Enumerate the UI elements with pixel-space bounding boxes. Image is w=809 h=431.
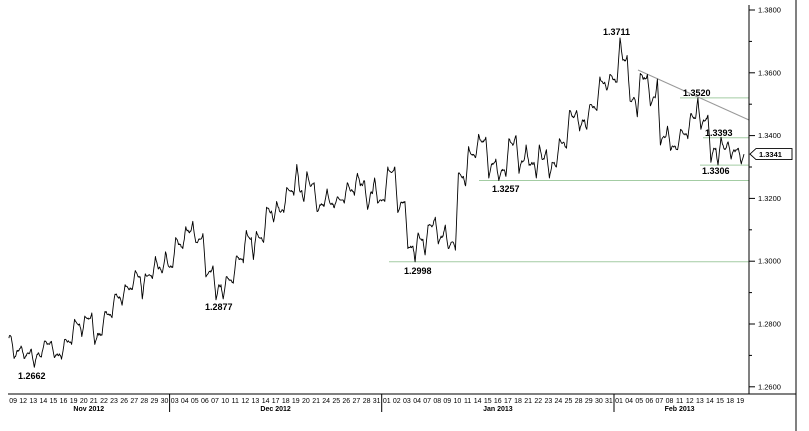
x-day-label: 30 [161,398,169,405]
x-day-label: 18 [726,398,734,405]
x-day-label: 22 [534,398,542,405]
x-day-label: 28 [363,398,371,405]
x-day-label: 11 [464,398,471,405]
annotation-1.2998: 1.2998 [404,266,432,276]
x-day-label: 14 [262,398,270,405]
x-day-label: 02 [393,398,401,405]
x-day-label: 07 [656,398,664,405]
y-axis-label-1.3000: 1.3000 [758,257,781,266]
x-day-label: 23 [545,398,553,405]
current-price-text: 1.3341 [759,150,782,159]
x-month-label-feb-2013: Feb 2013 [665,406,695,413]
x-day-label: 14 [40,398,48,405]
x-day-label: 20 [80,398,88,405]
x-day-label: 01 [383,398,391,405]
x-day-label: 30 [595,398,603,405]
x-day-label: 29 [585,398,593,405]
x-day-label: 05 [635,398,643,405]
y-axis-label-1.3800: 1.3800 [758,6,781,15]
x-day-label: 27 [130,398,138,405]
x-day-label: 28 [140,398,148,405]
x-day-label: 12 [19,398,27,405]
annotation-1.3520: 1.3520 [683,88,711,98]
x-day-label: 10 [454,398,462,405]
x-day-label: 19 [70,398,78,405]
x-day-label: 04 [181,398,189,405]
x-day-label: 24 [322,398,330,405]
annotation-1.3306: 1.3306 [702,166,730,176]
x-day-label: 29 [151,398,159,405]
x-day-label: 08 [666,398,674,405]
x-day-label: 04 [413,398,421,405]
x-day-label: 03 [403,398,411,405]
x-day-label: 28 [575,398,583,405]
y-axis-label-1.2800: 1.2800 [758,320,781,329]
x-day-label: 09 [9,398,17,405]
x-day-label: 14 [474,398,482,405]
annotation-1.2662: 1.2662 [18,371,46,381]
x-day-label: 14 [706,398,714,405]
x-day-label: 07 [423,398,431,405]
x-day-label: 21 [524,398,532,405]
x-day-label: 11 [676,398,683,405]
x-day-label: 06 [201,398,209,405]
x-day-label: 25 [565,398,573,405]
x-day-label: 27 [353,398,361,405]
annotation-1.3393: 1.3393 [705,128,733,138]
x-day-label: 13 [29,398,37,405]
x-day-label: 01 [615,398,623,405]
x-day-label: 19 [292,398,300,405]
x-day-label: 06 [646,398,654,405]
x-day-label: 03 [171,398,179,405]
x-day-label: 19 [736,398,744,405]
x-day-label: 08 [433,398,441,405]
x-day-label: 15 [484,398,492,405]
x-day-label: 17 [504,398,512,405]
x-day-label: 20 [302,398,310,405]
x-day-label: 18 [514,398,522,405]
y-axis-label-1.3600: 1.3600 [758,68,781,77]
annotation-1.3711: 1.3711 [603,27,630,37]
x-day-label: 07 [211,398,219,405]
x-day-label: 18 [282,398,290,405]
x-day-label: 05 [191,398,199,405]
x-day-label: 22 [100,398,108,405]
x-day-label: 21 [90,398,98,405]
x-day-label: 04 [625,398,633,405]
x-day-label: 16 [60,398,68,405]
current-price-tag [749,148,793,161]
y-axis-label-1.3200: 1.3200 [758,194,781,203]
y-axis-label-1.3400: 1.3400 [758,131,781,140]
annotation-1.2877: 1.2877 [205,302,233,312]
x-day-label: 10 [221,398,229,405]
x-day-label: 31 [373,398,381,405]
annotation-1.3257: 1.3257 [492,184,520,194]
x-day-label: 12 [686,398,694,405]
price-line [8,37,745,368]
x-day-label: 09 [443,398,451,405]
x-month-label-jan-2013: Jan 2013 [483,406,513,413]
x-day-label: 13 [696,398,704,405]
x-day-label: 25 [332,398,340,405]
x-day-label: 26 [120,398,128,405]
x-day-label: 17 [272,398,280,405]
x-day-label: 21 [312,398,320,405]
x-day-label: 15 [716,398,724,405]
x-day-label: 12 [241,398,249,405]
x-day-label: 13 [252,398,260,405]
x-month-label-nov-2012: Nov 2012 [73,406,104,413]
x-day-label: 24 [555,398,563,405]
x-day-label: 15 [50,398,58,405]
x-day-label: 26 [342,398,350,405]
trendline [637,69,750,121]
y-axis-label-1.2600: 1.2600 [758,382,781,391]
x-day-label: 31 [605,398,613,405]
x-month-label-dec-2012: Dec 2012 [260,406,290,413]
x-day-label: 23 [110,398,118,405]
x-day-label: 16 [494,398,502,405]
x-day-label: 11 [232,398,239,405]
